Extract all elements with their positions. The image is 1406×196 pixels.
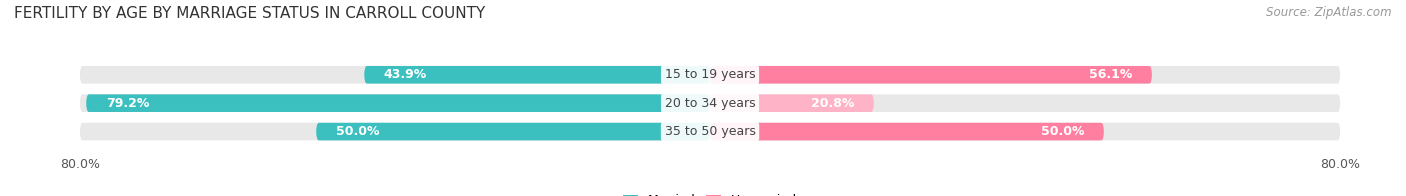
FancyBboxPatch shape bbox=[86, 94, 710, 112]
Text: Source: ZipAtlas.com: Source: ZipAtlas.com bbox=[1267, 6, 1392, 19]
Text: 20 to 34 years: 20 to 34 years bbox=[665, 97, 755, 110]
FancyBboxPatch shape bbox=[80, 123, 1340, 140]
Text: 15 to 19 years: 15 to 19 years bbox=[665, 68, 755, 81]
FancyBboxPatch shape bbox=[710, 123, 1104, 140]
FancyBboxPatch shape bbox=[316, 123, 710, 140]
FancyBboxPatch shape bbox=[710, 94, 875, 112]
Text: 79.2%: 79.2% bbox=[105, 97, 149, 110]
Text: 50.0%: 50.0% bbox=[336, 125, 380, 138]
Text: 20.8%: 20.8% bbox=[811, 97, 855, 110]
Text: 56.1%: 56.1% bbox=[1088, 68, 1132, 81]
Text: 35 to 50 years: 35 to 50 years bbox=[665, 125, 755, 138]
Text: 50.0%: 50.0% bbox=[1040, 125, 1084, 138]
FancyBboxPatch shape bbox=[364, 66, 710, 83]
Text: FERTILITY BY AGE BY MARRIAGE STATUS IN CARROLL COUNTY: FERTILITY BY AGE BY MARRIAGE STATUS IN C… bbox=[14, 6, 485, 21]
FancyBboxPatch shape bbox=[80, 94, 1340, 112]
Legend: Married, Unmarried: Married, Unmarried bbox=[623, 194, 797, 196]
Text: 43.9%: 43.9% bbox=[384, 68, 427, 81]
FancyBboxPatch shape bbox=[710, 66, 1152, 83]
FancyBboxPatch shape bbox=[80, 66, 1340, 83]
